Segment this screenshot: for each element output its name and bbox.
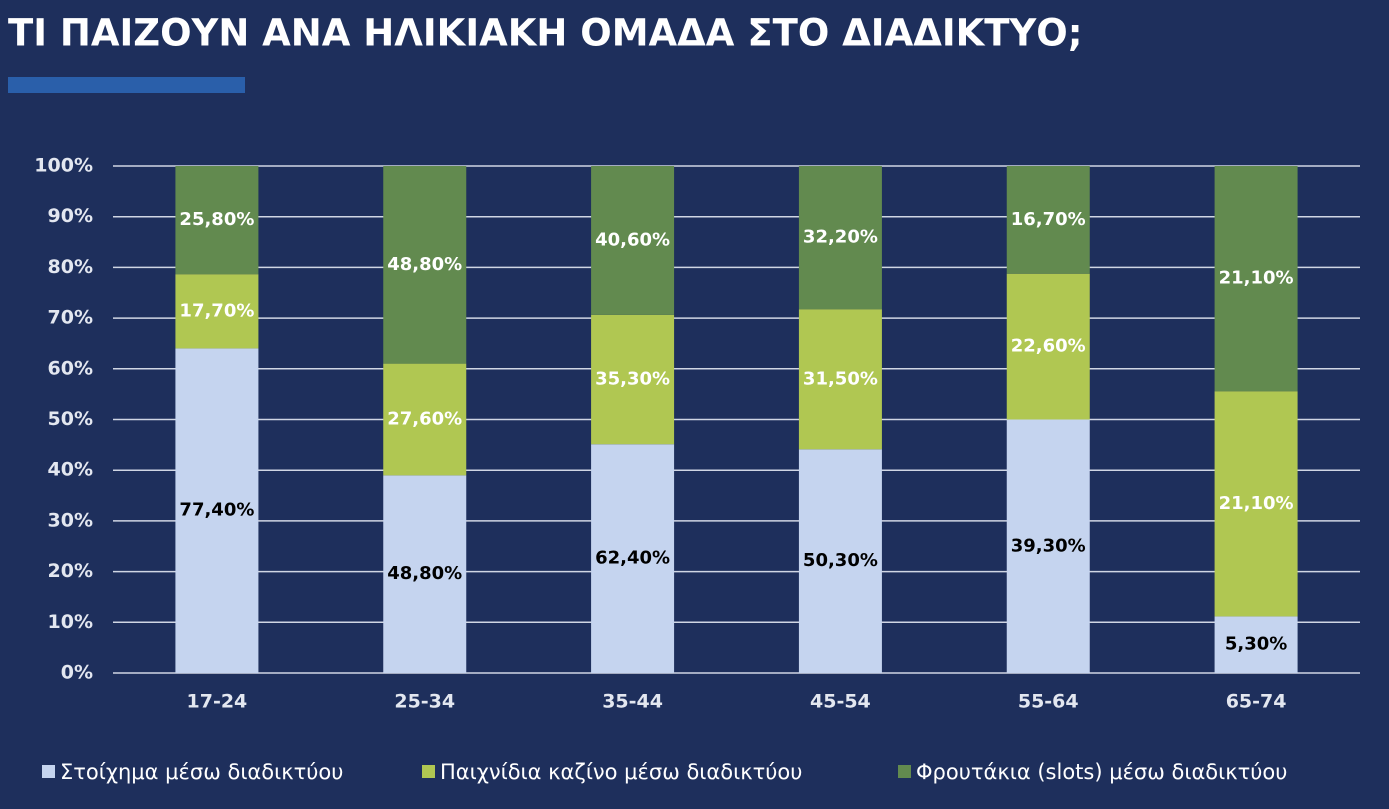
bar-segment bbox=[798, 166, 882, 310]
data-label: 40,60% bbox=[595, 229, 670, 250]
y-tick-label: 10% bbox=[48, 611, 93, 633]
bar-segment bbox=[798, 449, 882, 673]
data-label: 31,50% bbox=[803, 368, 878, 389]
data-label: 17,70% bbox=[179, 300, 254, 321]
y-tick-label: 90% bbox=[48, 205, 93, 227]
data-label: 77,40% bbox=[179, 500, 254, 521]
y-tick-label: 20% bbox=[48, 560, 93, 582]
x-tick-label: 55-64 bbox=[1018, 691, 1079, 713]
legend-swatch bbox=[422, 765, 435, 778]
data-label: 48,80% bbox=[387, 254, 462, 275]
data-label: 21,10% bbox=[1219, 493, 1294, 514]
bar-segment bbox=[1006, 419, 1090, 673]
y-tick-label: 50% bbox=[48, 408, 93, 430]
data-label: 32,20% bbox=[803, 227, 878, 248]
data-label: 27,60% bbox=[387, 409, 462, 430]
y-tick-label: 30% bbox=[48, 509, 93, 531]
bar-segment bbox=[1214, 391, 1298, 617]
y-tick-label: 80% bbox=[48, 256, 93, 278]
bar-segment bbox=[591, 444, 675, 673]
x-tick-label: 17-24 bbox=[187, 691, 248, 713]
y-tick-label: 70% bbox=[48, 307, 93, 329]
data-label: 16,70% bbox=[1011, 209, 1086, 230]
legend-swatch bbox=[898, 765, 911, 778]
data-label: 5,30% bbox=[1225, 634, 1287, 655]
chart-title: ΤΙ ΠΑΙΖΟΥΝ ΑΝΑ ΗΛΙΚΙΑΚΗ ΟΜΑΔΑ ΣΤΟ ΔΙΑΔΙΚ… bbox=[8, 12, 1083, 55]
bar-segment bbox=[175, 166, 259, 275]
x-tick-label: 25-34 bbox=[394, 691, 455, 713]
legend-swatch bbox=[42, 765, 55, 778]
data-label: 21,10% bbox=[1219, 268, 1294, 289]
bar-segment bbox=[383, 166, 467, 364]
x-tick-label: 45-54 bbox=[810, 691, 871, 713]
bar-segment bbox=[175, 348, 259, 673]
data-label: 25,80% bbox=[179, 209, 254, 230]
data-label: 50,30% bbox=[803, 550, 878, 571]
y-tick-label: 0% bbox=[61, 662, 93, 684]
bar-segment bbox=[591, 314, 675, 445]
data-label: 22,60% bbox=[1011, 336, 1086, 357]
y-tick-label: 60% bbox=[48, 357, 93, 379]
data-label: 39,30% bbox=[1011, 535, 1086, 556]
title-accent bbox=[8, 77, 245, 93]
data-label: 35,30% bbox=[595, 369, 670, 390]
y-tick-label: 100% bbox=[34, 155, 93, 177]
bar-segment bbox=[591, 166, 675, 315]
data-label: 48,80% bbox=[387, 563, 462, 584]
y-tick-label: 40% bbox=[48, 459, 93, 481]
bar-segment bbox=[798, 309, 882, 450]
bar-segment bbox=[1214, 166, 1298, 392]
x-tick-label: 35-44 bbox=[602, 691, 663, 713]
bar-segment bbox=[175, 274, 259, 349]
legend-label: Στοίχημα μέσω διαδικτύου bbox=[60, 760, 343, 784]
bar-segment bbox=[1006, 166, 1090, 274]
x-tick-label: 65-74 bbox=[1226, 691, 1287, 713]
bar-segment bbox=[383, 475, 467, 673]
legend-label: Παιχνίδια καζίνο μέσω διαδικτύου bbox=[440, 760, 802, 784]
bar-segment bbox=[1214, 616, 1298, 673]
bar-segment bbox=[383, 363, 467, 476]
legend-label: Φρουτάκια (slots) μέσω διαδικτύου bbox=[916, 760, 1287, 784]
data-label: 62,40% bbox=[595, 548, 670, 569]
bar-segment bbox=[1006, 273, 1090, 420]
